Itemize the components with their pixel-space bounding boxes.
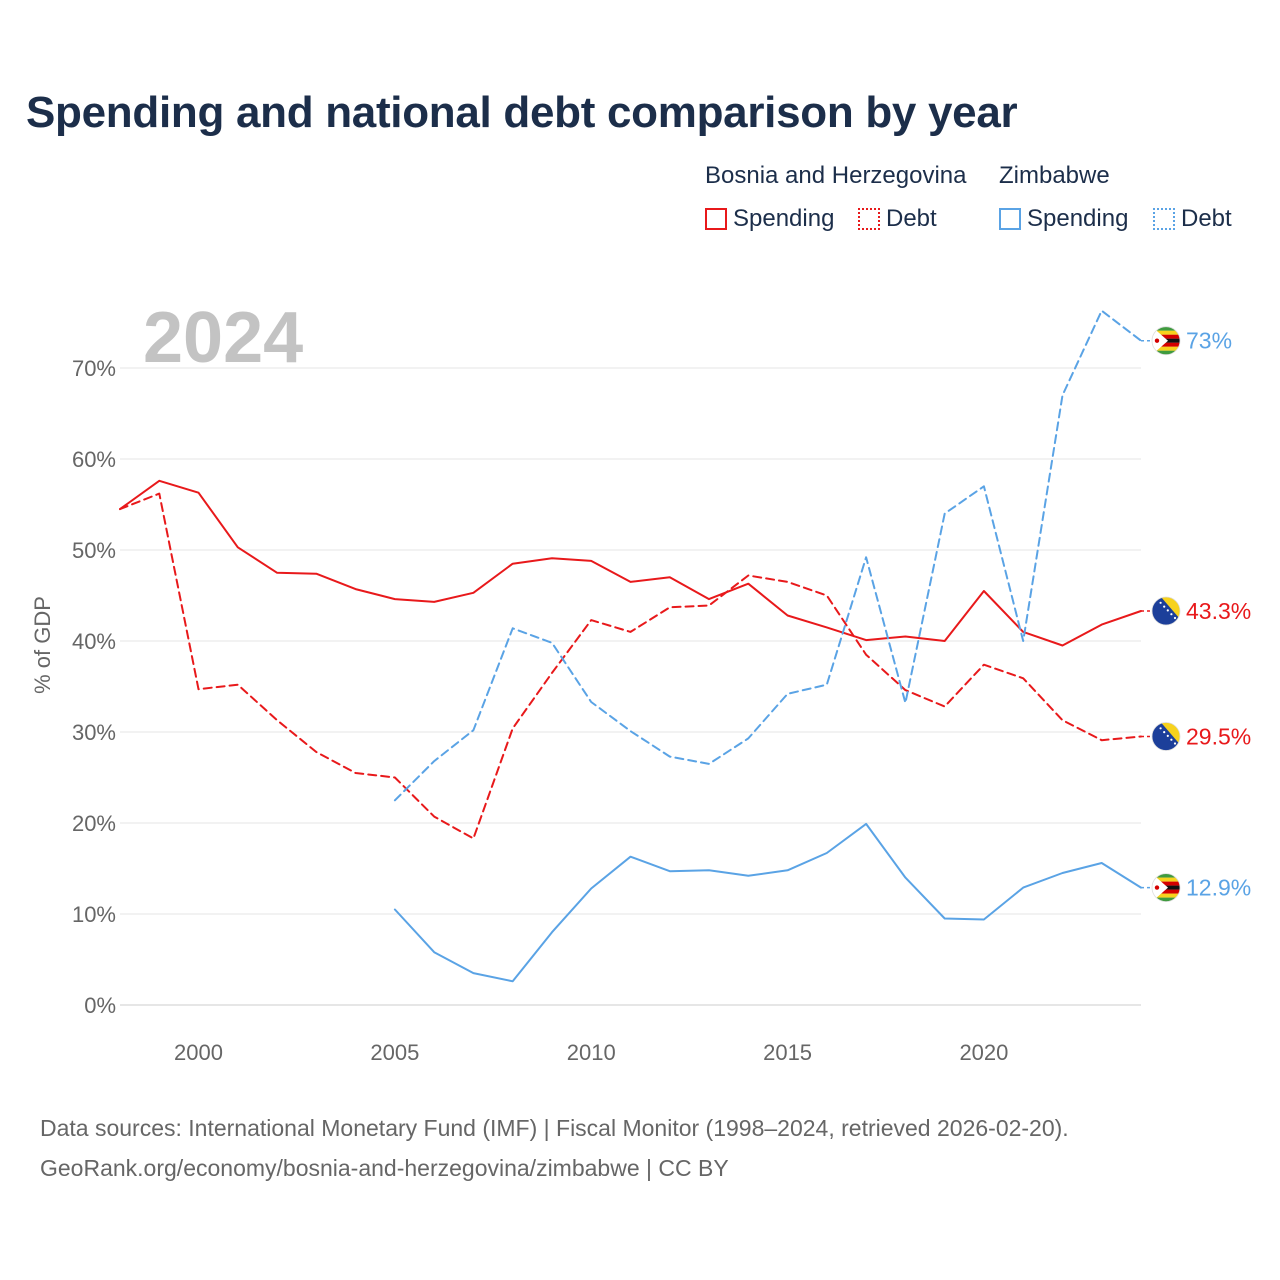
- legend-item-zimbabwe-spending[interactable]: Spending: [999, 204, 1128, 234]
- legend-label: Debt: [1181, 205, 1232, 232]
- y-tick-label: 0%: [84, 993, 116, 1018]
- zimbabwe-flag-icon: [1151, 326, 1181, 356]
- end-value-label: 73%: [1186, 328, 1232, 354]
- zimbabwe-flag-icon: [1151, 873, 1181, 902]
- y-tick-label: 60%: [72, 447, 116, 472]
- y-tick-label: 30%: [72, 720, 116, 745]
- legend-label: Debt: [886, 205, 937, 232]
- legend-swatch-solid-blue: [999, 208, 1021, 230]
- legend-country-bosnia: Bosnia and Herzegovina: [705, 162, 967, 189]
- legend-item-bosnia-spending[interactable]: Spending: [705, 204, 834, 234]
- legend-swatch-dotted-blue: [1153, 208, 1175, 230]
- x-tick-label: 2015: [763, 1040, 812, 1065]
- legend-swatch-dotted-red: [858, 208, 880, 230]
- y-tick-label: 10%: [72, 902, 116, 927]
- y-tick-label: 50%: [72, 538, 116, 563]
- x-tick-label: 2020: [959, 1040, 1008, 1065]
- series-line-zimbabwe-spending: [393, 822, 1142, 983]
- x-tick-label: 2010: [567, 1040, 616, 1065]
- legend-country-zimbabwe: Zimbabwe: [999, 162, 1110, 189]
- legend-item-bosnia-debt[interactable]: Debt: [858, 204, 937, 234]
- y-axis-label: % of GDP: [30, 596, 55, 694]
- x-tick-label: 2000: [174, 1040, 223, 1065]
- y-tick-label: 20%: [72, 811, 116, 836]
- y-tick-label: 40%: [72, 629, 116, 654]
- legend-swatch-solid-red: [705, 208, 727, 230]
- source-note: Data sources: International Monetary Fun…: [40, 1108, 1069, 1188]
- end-value-label: 43.3%: [1186, 598, 1251, 624]
- bosnia-flag-icon: [1151, 722, 1181, 751]
- end-value-label: 29.5%: [1186, 724, 1251, 750]
- chart-title: Spending and national debt comparison by…: [26, 88, 1018, 137]
- legend-label: Spending: [1027, 205, 1129, 232]
- series-line-zimbabwe-debt: [393, 309, 1142, 802]
- series-line-bosnia-and-herzegovina-debt: [119, 492, 1142, 840]
- year-watermark: 2024: [143, 298, 303, 378]
- legend-item-zimbabwe-debt[interactable]: Debt: [1153, 204, 1232, 234]
- y-tick-label: 70%: [72, 356, 116, 381]
- series-line-bosnia-and-herzegovina-spending: [119, 479, 1142, 647]
- source-line-1: Data sources: International Monetary Fun…: [40, 1115, 1069, 1141]
- bosnia-flag-icon: [1151, 596, 1181, 626]
- x-tick-label: 2005: [370, 1040, 419, 1065]
- source-line-2[interactable]: GeoRank.org/economy/bosnia-and-herzegovi…: [40, 1155, 729, 1181]
- legend-label: Spending: [733, 205, 835, 232]
- end-value-label: 12.9%: [1186, 875, 1251, 901]
